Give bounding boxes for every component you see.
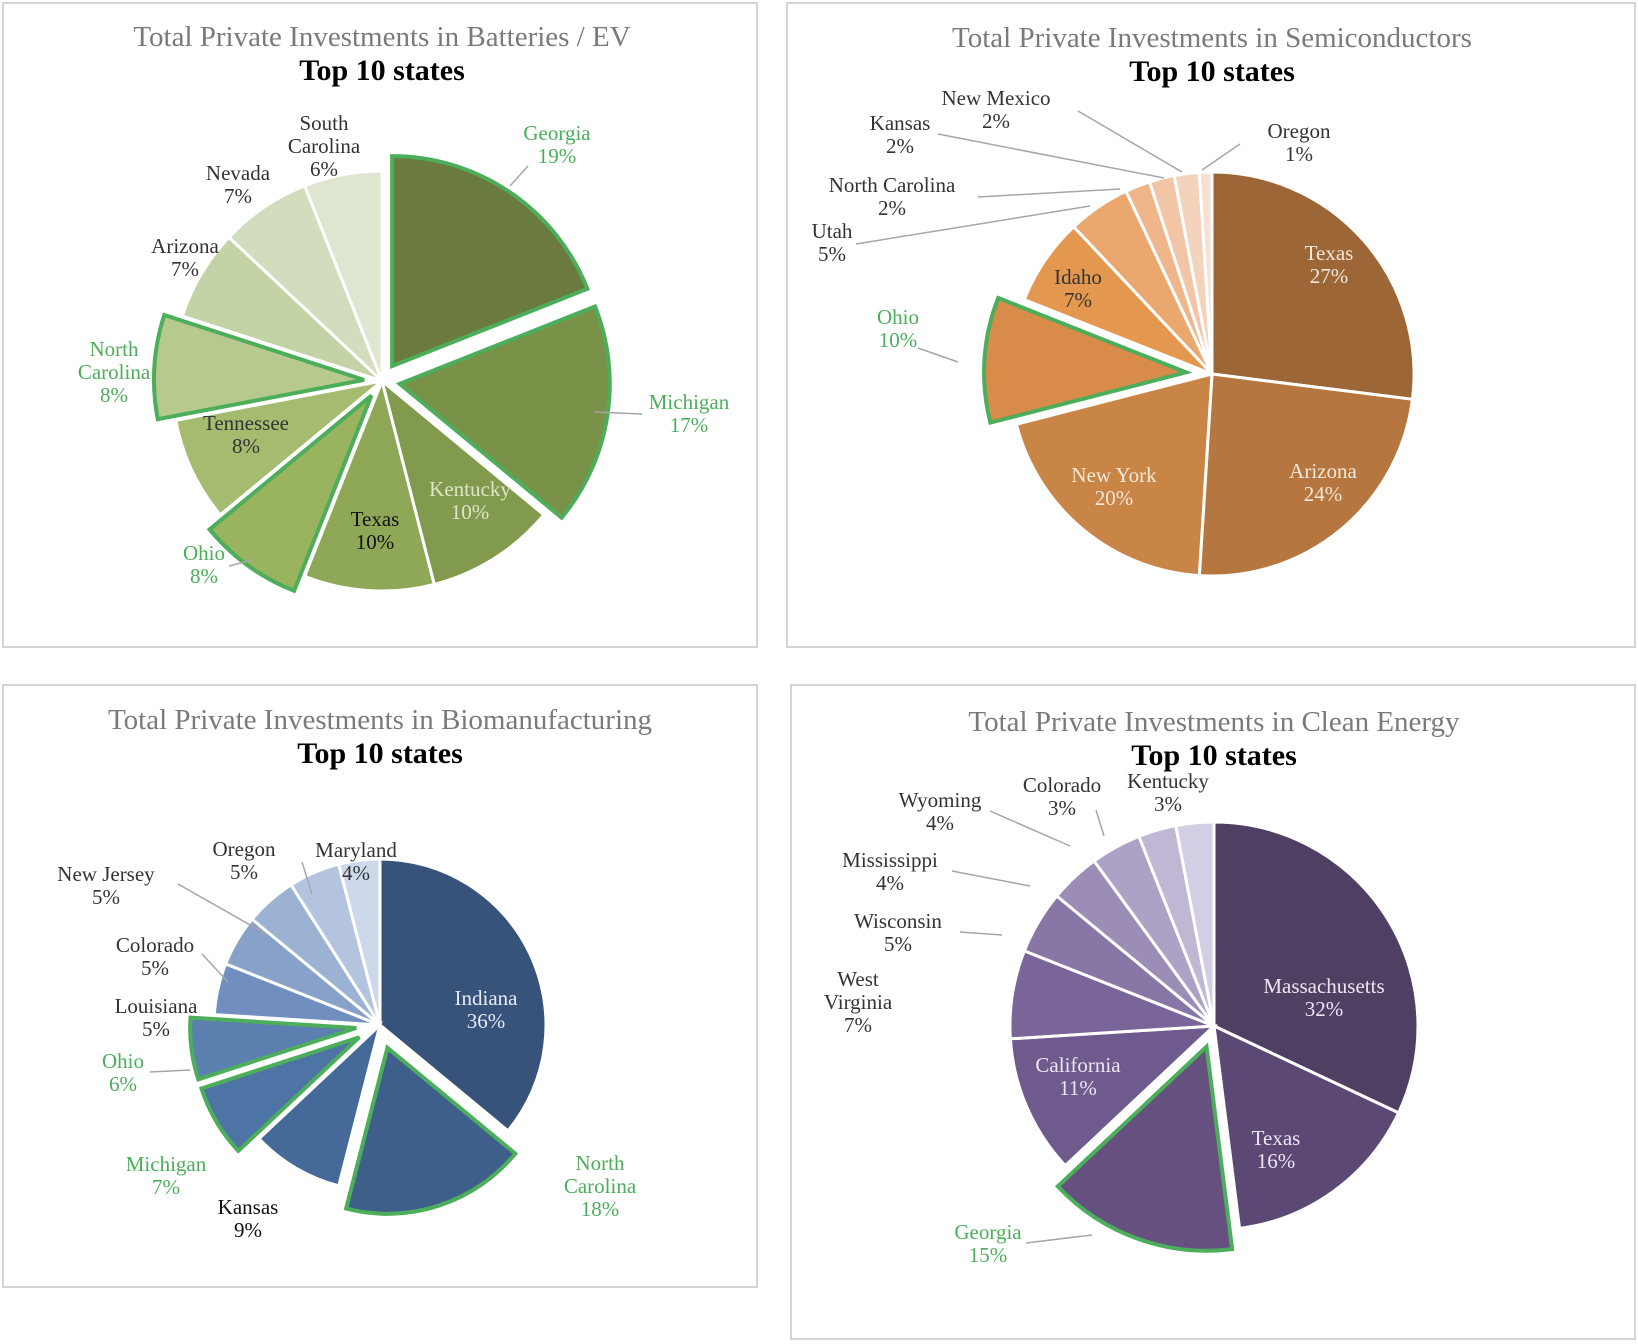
slice-label-ohio: Ohio 6% <box>102 1049 144 1096</box>
pie-slice-south-carolina <box>302 169 384 382</box>
chart-title: Total Private Investments in Clean Energ… <box>968 706 1460 738</box>
leader-line-new-jersey <box>177 883 267 935</box>
slice-label-ohio: Ohio 10% <box>877 305 919 352</box>
slice-label-mississippi: Mississippi 4% <box>842 848 938 895</box>
leader-line-oregon <box>301 861 313 895</box>
slice-label-kentucky: Kentucky 10% <box>429 477 511 524</box>
pie-slice-ohio <box>188 1015 357 1082</box>
leader-line-ohio <box>149 1069 191 1073</box>
slice-label-michigan: Michigan 7% <box>126 1152 207 1199</box>
slice-label-colorado: Colorado 5% <box>116 933 194 980</box>
slice-label-texas: Texas 16% <box>1252 1126 1301 1173</box>
slice-label-new-york: New York 20% <box>1071 463 1157 510</box>
leader-line-utah <box>855 205 1091 245</box>
pie-chart-svg: Total Private Investments in Biomanufact… <box>57 704 652 1242</box>
pie-slice-texas <box>1212 1023 1401 1231</box>
slice-label-idaho: Idaho 7% <box>1054 265 1102 312</box>
leader-line-colorado <box>1095 809 1105 837</box>
slice-label-california: California 11% <box>1035 1053 1121 1100</box>
pie-chart-svg: Total Private Investments in Batteries /… <box>78 21 730 594</box>
leader-line-ohio <box>228 559 253 567</box>
slice-label-west-virginia: West Virginia 7% <box>824 967 893 1037</box>
slice-label-kentucky: Kentucky 3% <box>1127 769 1209 816</box>
pie-slice-massachusetts <box>1212 820 1420 1115</box>
chart-title: Total Private Investments in Biomanufact… <box>108 704 652 736</box>
slice-label-oregon: Oregon 5% <box>213 837 276 884</box>
slice-label-massachusetts: Massachusetts 32% <box>1263 974 1384 1021</box>
semiconductors-chart-panel: Total Private Investments in Semiconduct… <box>786 2 1636 648</box>
slice-label-new-mexico: New Mexico 2% <box>941 86 1050 133</box>
leader-line-oregon <box>1201 143 1241 171</box>
chart-subtitle: Top 10 states <box>297 737 463 770</box>
slice-label-wisconsin: Wisconsin 5% <box>854 909 942 956</box>
slice-label-north-carolina: North Carolina 18% <box>564 1151 637 1221</box>
pie-slice-kansas <box>256 1020 383 1188</box>
pie-slice-texas <box>302 376 437 593</box>
slice-label-georgia: Georgia 15% <box>954 1220 1022 1267</box>
pie-slice-michigan <box>198 1035 361 1154</box>
leader-line-georgia <box>1025 1234 1093 1244</box>
leader-line-north-carolina <box>977 188 1121 198</box>
leader-line-mississippi <box>951 870 1031 887</box>
leader-line-michigan <box>593 411 643 415</box>
slice-label-north-carolina: North Carolina 2% <box>829 173 956 220</box>
slice-label-michigan: Michigan 17% <box>649 390 730 437</box>
pie-slice-indiana <box>378 857 548 1133</box>
leader-line-kansas <box>937 133 1165 179</box>
slice-label-louisiana: Louisiana 5% <box>115 994 198 1041</box>
leader-line-ohio <box>917 347 959 363</box>
slice-label-texas: Texas 10% <box>351 507 400 554</box>
leader-line-new-mexico <box>1077 110 1183 173</box>
slice-label-indiana: Indiana 36% <box>455 986 519 1033</box>
leader-line-georgia <box>509 165 529 187</box>
pie-chart-svg: Total Private Investments in Semiconduct… <box>812 22 1472 578</box>
slice-label-south-carolina: South Carolina 6% <box>288 111 361 181</box>
pie-slice-texas <box>1210 170 1416 401</box>
pie-slice-california <box>1008 1024 1219 1168</box>
slice-label-north-carolina: North Carolina 8% <box>78 337 151 407</box>
biomanufacturing-chart-panel: Total Private Investments in Biomanufact… <box>2 684 758 1288</box>
leader-line-wisconsin <box>959 931 1003 936</box>
leader-line-colorado <box>201 953 229 983</box>
slice-label-nevada: Nevada 7% <box>206 161 271 208</box>
batteries-ev-chart-panel: Total Private Investments in Batteries /… <box>2 2 758 648</box>
slice-label-wyoming: Wyoming 4% <box>899 788 982 835</box>
slice-label-new-jersey: New Jersey 5% <box>57 862 155 909</box>
slice-label-kansas: Kansas 2% <box>870 111 931 158</box>
slice-label-oregon: Oregon 1% <box>1268 119 1331 166</box>
slice-label-kansas: Kansas 9% <box>218 1195 279 1242</box>
slice-label-arizona: Arizona 7% <box>151 234 219 281</box>
pie-slice-oregon <box>1197 170 1214 375</box>
chart-title: Total Private Investments in Batteries /… <box>133 21 630 53</box>
slice-label-ohio: Ohio 8% <box>183 541 225 588</box>
pie-slice-kentucky <box>1174 820 1216 1027</box>
slice-label-tennessee: Tennessee 8% <box>203 411 289 458</box>
pie-slice-arizona <box>1197 372 1415 578</box>
pie-slice-north-carolina <box>343 1044 519 1216</box>
pie-chart-svg: Total Private Investments in Clean Energ… <box>824 706 1460 1267</box>
pie-slice-new-york <box>1014 372 1214 578</box>
slice-label-maryland: Maryland 4% <box>315 838 397 885</box>
slice-label-utah: Utah 5% <box>812 219 853 266</box>
pie-slice-georgia <box>390 154 590 370</box>
chart-title: Total Private Investments in Semiconduct… <box>952 22 1472 54</box>
pie-slice-tennessee <box>173 379 383 517</box>
pie-slice-ohio <box>982 295 1193 426</box>
pie-slice-michigan <box>395 303 612 521</box>
slice-label-texas: Texas 27% <box>1305 241 1354 288</box>
pie-slice-maryland <box>336 857 382 1026</box>
leader-line-wyoming <box>989 810 1071 847</box>
slice-label-georgia: Georgia 19% <box>523 121 591 168</box>
slice-label-arizona: Arizona 24% <box>1289 459 1357 506</box>
slice-label-colorado: Colorado 3% <box>1023 773 1101 820</box>
pie-slice-north-carolina <box>152 312 365 422</box>
chart-subtitle: Top 10 states <box>299 54 465 87</box>
chart-subtitle: Top 10 states <box>1131 739 1297 772</box>
pie-slice-ohio <box>206 394 374 594</box>
clean-energy-chart-panel: Total Private Investments in Clean Energ… <box>790 684 1636 1340</box>
chart-subtitle: Top 10 states <box>1129 55 1295 88</box>
pie-slice-georgia <box>1055 1042 1235 1253</box>
